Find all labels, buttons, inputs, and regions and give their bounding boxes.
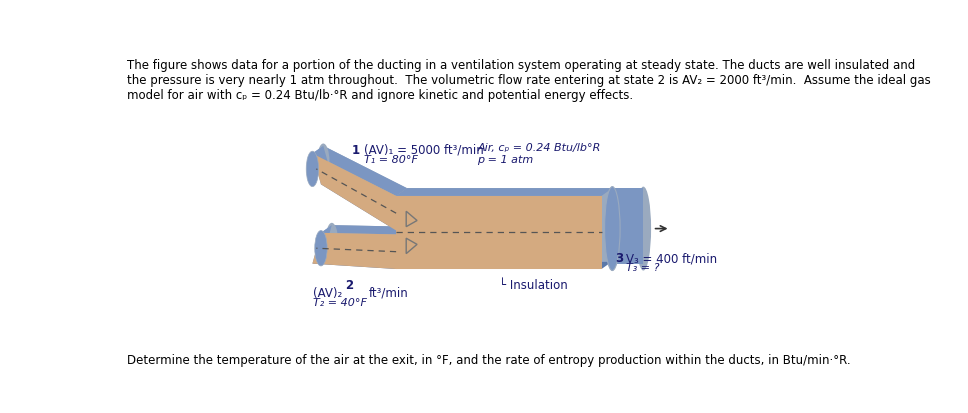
Text: 1: 1	[351, 143, 360, 157]
Ellipse shape	[605, 187, 620, 271]
Text: T₃ = ?: T₃ = ?	[626, 263, 660, 273]
Ellipse shape	[315, 230, 327, 266]
Ellipse shape	[325, 223, 338, 258]
Polygon shape	[396, 261, 613, 269]
Polygon shape	[323, 225, 407, 261]
Ellipse shape	[306, 151, 318, 187]
Text: T₂ = 40°F: T₂ = 40°F	[314, 297, 367, 308]
Polygon shape	[313, 146, 407, 196]
Polygon shape	[613, 188, 644, 264]
Polygon shape	[313, 233, 396, 269]
Polygon shape	[407, 188, 613, 261]
Ellipse shape	[318, 143, 329, 179]
Polygon shape	[313, 154, 396, 230]
Polygon shape	[321, 177, 407, 230]
Text: Determine the temperature of the air at the exit, in °F, and the rate of entropy: Determine the temperature of the air at …	[127, 354, 851, 367]
Polygon shape	[396, 188, 613, 196]
Polygon shape	[396, 196, 601, 269]
Ellipse shape	[636, 187, 651, 271]
Text: Air, cₚ = 0.24 Btu/lb°R: Air, cₚ = 0.24 Btu/lb°R	[477, 143, 601, 154]
Text: T₁ = 80°F: T₁ = 80°F	[364, 155, 417, 165]
Text: └ Insulation: └ Insulation	[499, 279, 568, 292]
Text: (AV)₂: (AV)₂	[314, 287, 343, 300]
Polygon shape	[313, 256, 407, 269]
Polygon shape	[313, 225, 332, 263]
Text: 2: 2	[346, 279, 353, 292]
Text: (AV)₁ = 5000 ft³/min: (AV)₁ = 5000 ft³/min	[364, 143, 483, 157]
Polygon shape	[323, 146, 407, 223]
Text: 3: 3	[616, 252, 623, 265]
Text: The figure shows data for a portion of the ducting in a ventilation system opera: The figure shows data for a portion of t…	[127, 59, 931, 102]
Polygon shape	[313, 146, 332, 184]
Text: V₃ = 400 ft/min: V₃ = 400 ft/min	[626, 252, 717, 265]
Text: p = 1 atm: p = 1 atm	[477, 155, 533, 165]
Polygon shape	[321, 225, 407, 234]
Text: ft³/min: ft³/min	[369, 287, 408, 300]
